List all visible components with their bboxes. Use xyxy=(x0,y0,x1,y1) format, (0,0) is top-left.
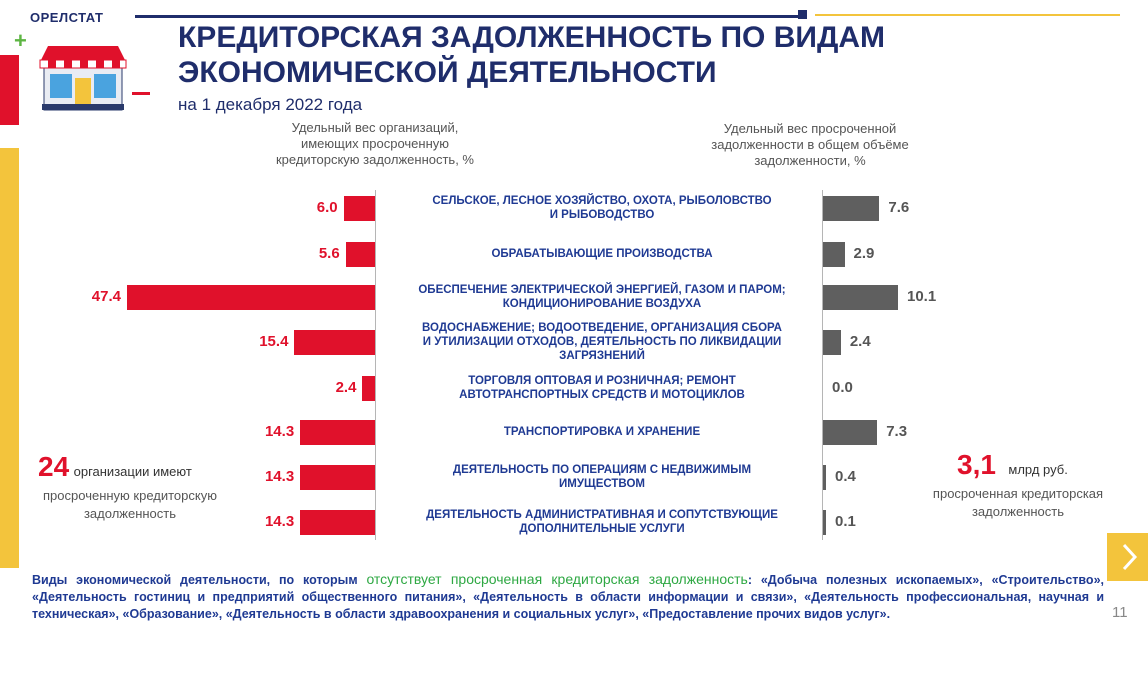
left-bar-label: 47.4 xyxy=(91,288,121,305)
left-bar-label: 14.3 xyxy=(264,513,295,530)
left-bar xyxy=(362,376,375,401)
store-icon xyxy=(39,46,127,111)
category-label: ВОДОСНАБЖЕНИЕ; ВОДООТВЕДЕНИЕ, ОРГАНИЗАЦИ… xyxy=(402,321,802,363)
right-bar xyxy=(823,420,878,445)
right-bar-label: 0.0 xyxy=(832,379,853,396)
left-header-line: кредиторскую задолженность, % xyxy=(275,152,474,167)
right-header-line: задолженности, % xyxy=(754,153,866,168)
minus-icon xyxy=(132,92,150,95)
category-label: ОБРАБАТЫВАЮЩИЕ ПРОИЗВОДСТВА xyxy=(402,247,802,261)
right-bar xyxy=(823,510,826,535)
side-stripe-red xyxy=(0,55,19,125)
organizations-count-label: организации имеют xyxy=(73,464,192,479)
page-subtitle: на 1 декабря 2022 года xyxy=(178,95,363,114)
category-label-line: ТОРГОВЛЯ ОПТОВАЯ И РОЗНИЧНАЯ; РЕМОНТ xyxy=(468,375,736,387)
plus-icon: + xyxy=(14,28,27,53)
right-bar-label: 7.3 xyxy=(886,423,908,440)
left-bar xyxy=(300,510,375,535)
footer-note: Виды экономической деятельности, по кото… xyxy=(32,571,1104,623)
left-note-line: задолженность xyxy=(83,506,177,521)
category-label-line: ДОПОЛНИТЕЛЬНЫЕ УСЛУГИ xyxy=(519,523,685,535)
category-label: ТРАНСПОРТИРОВКА И ХРАНЕНИЕ xyxy=(402,425,802,439)
category-label: ОБЕСПЕЧЕНИЕ ЭЛЕКТРИЧЕСКОЙ ЭНЕРГИЕЙ, ГАЗО… xyxy=(402,283,802,311)
category-label-line: ОБЕСПЕЧЕНИЕ ЭЛЕКТРИЧЕСКОЙ ЭНЕРГИЕЙ, ГАЗО… xyxy=(418,284,786,296)
right-bar-label: 0.4 xyxy=(835,468,856,485)
left-bar-label: 14.3 xyxy=(264,468,295,485)
left-note-line: просроченную кредиторскую xyxy=(43,488,217,503)
left-bar xyxy=(300,465,375,490)
category-label: ДЕЯТЕЛЬНОСТЬ АДМИНИСТРАТИВНАЯ И СОПУТСТВ… xyxy=(402,508,802,536)
right-bar xyxy=(823,285,898,310)
left-bar-label: 2.4 xyxy=(335,379,357,396)
right-note-text: просроченная кредиторская задолженность xyxy=(900,485,1136,521)
category-label-line: СЕЛЬСКОЕ, ЛЕСНОЕ ХОЗЯЙСТВО, ОХОТА, РЫБОЛ… xyxy=(432,195,772,207)
category-label-line: И УТИЛИЗАЦИИ ОТХОДОВ, ДЕЯТЕЛЬНОСТЬ ПО ЛИ… xyxy=(422,336,782,348)
left-bar xyxy=(343,196,375,221)
left-bar-label: 6.0 xyxy=(316,199,338,216)
right-bar-label: 0.1 xyxy=(835,513,856,530)
right-header-line: Удельный вес просроченной xyxy=(723,121,897,136)
category-label-line: ИМУЩЕСТВОМ xyxy=(559,478,645,490)
footer-highlight: отсутствует просроченная кредиторская за… xyxy=(366,571,748,587)
category-label-line: ДЕЯТЕЛЬНОСТЬ АДМИНИСТРАТИВНАЯ И СОПУТСТВ… xyxy=(426,509,778,521)
footer-text-start: Виды экономической деятельности, по кото… xyxy=(32,573,367,587)
right-bar xyxy=(823,196,880,221)
category-label-line: ДЕЯТЕЛЬНОСТЬ ПО ОПЕРАЦИЯМ С НЕДВИЖИМЫМ xyxy=(452,464,752,476)
right-bar-label: 2.4 xyxy=(849,333,871,350)
left-bar xyxy=(345,242,375,267)
right-bar xyxy=(823,242,845,267)
left-note-headline: 24 организации имеют xyxy=(38,451,192,483)
left-note-text: просроченную кредиторскую задолженность xyxy=(10,487,250,523)
brand-name: ОРЕЛСТАТ xyxy=(30,10,104,25)
header-rule-yellow xyxy=(815,14,1120,16)
header-rule-blue xyxy=(135,15,803,18)
page-number: 11 xyxy=(1112,604,1128,621)
right-note-line: просроченная кредиторская xyxy=(932,486,1104,501)
left-series-header: Удельный вес организаций, имеющих просро… xyxy=(255,120,495,168)
left-bar xyxy=(127,285,375,310)
side-stripe-yellow xyxy=(0,148,19,568)
left-axis-line xyxy=(375,190,376,540)
right-note-headline: 3,1 млрд руб. xyxy=(957,449,1068,481)
left-bar-label: 5.6 xyxy=(318,245,340,262)
next-slide-button[interactable] xyxy=(1107,533,1148,581)
category-label: СЕЛЬСКОЕ, ЛЕСНОЕ ХОЗЯЙСТВО, ОХОТА, РЫБОЛ… xyxy=(402,194,802,222)
category-label-line: ТРАНСПОРТИРОВКА И ХРАНЕНИЕ xyxy=(503,426,701,438)
right-axis-line xyxy=(822,190,823,540)
left-header-line: имеющих просроченную xyxy=(300,136,450,151)
category-label-line: ОБРАБАТЫВАЮЩИЕ ПРОИЗВОДСТВА xyxy=(491,248,713,260)
right-header-line: задолженности в общем объёме xyxy=(711,137,909,152)
category-label: ТОРГОВЛЯ ОПТОВАЯ И РОЗНИЧНАЯ; РЕМОНТ АВТО… xyxy=(402,374,802,402)
left-bar xyxy=(300,420,375,445)
right-bar-label: 7.6 xyxy=(888,199,910,216)
left-header-line: Удельный вес организаций, xyxy=(291,120,459,135)
right-series-header: Удельный вес просроченной задолженности … xyxy=(690,121,930,169)
right-note-line: задолженность xyxy=(971,504,1065,519)
overdue-amount-unit: млрд руб. xyxy=(1008,462,1068,477)
title-line-2: ЭКОНОМИЧЕСКОЙ ДЕЯТЕЛЬНОСТИ xyxy=(178,56,717,89)
overdue-amount: 3,1 xyxy=(957,449,996,480)
footer-text-end: : «Добыча полезных ископаемых», «Строите… xyxy=(32,573,1104,621)
right-bar xyxy=(823,465,826,490)
right-bar-label: 2.9 xyxy=(853,245,875,262)
organizations-count: 24 xyxy=(38,451,70,482)
category-label: ДЕЯТЕЛЬНОСТЬ ПО ОПЕРАЦИЯМ С НЕДВИЖИМЫМ ИМ… xyxy=(402,463,802,491)
category-label-line: КОНДИЦИОНИРОВАНИЕ ВОЗДУХА xyxy=(502,298,702,310)
category-label-line: ВОДОСНАБЖЕНИЕ; ВОДООТВЕДЕНИЕ, ОРГАНИЗАЦИ… xyxy=(422,322,782,334)
chevron-right-icon xyxy=(1122,543,1138,571)
category-label-line: ЗАГРЯЗНЕНИЙ xyxy=(559,350,645,362)
left-bar-label: 14.3 xyxy=(264,423,295,440)
left-bar xyxy=(294,330,375,355)
category-label-line: АВТОТРАНСПОРТНЫХ СРЕДСТВ И МОТОЦИКЛОВ xyxy=(459,389,745,401)
header-rule-square xyxy=(798,10,807,19)
page-title: КРЕДИТОРСКАЯ ЗАДОЛЖЕННОСТЬ ПО ВИДАМ ЭКОН… xyxy=(178,20,885,90)
title-line-1: КРЕДИТОРСКАЯ ЗАДОЛЖЕННОСТЬ ПО ВИДАМ xyxy=(178,21,885,54)
category-label-line: И РЫБОВОДСТВО xyxy=(549,209,655,221)
right-bar xyxy=(823,330,841,355)
left-bar-label: 15.4 xyxy=(259,333,289,350)
right-bar-label: 10.1 xyxy=(907,288,937,305)
